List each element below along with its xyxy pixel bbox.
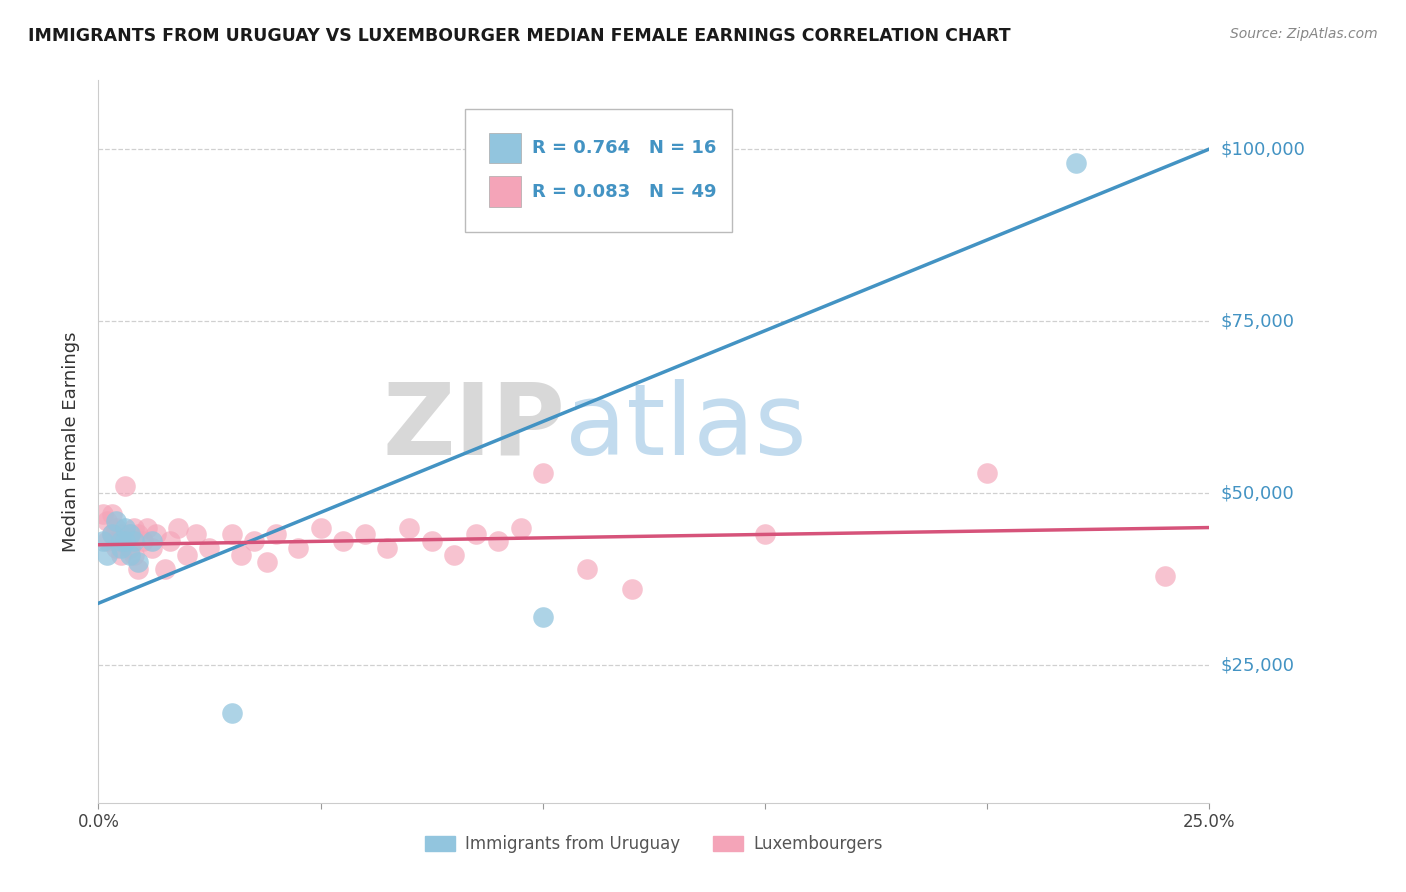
Text: $50,000: $50,000 <box>1220 484 1294 502</box>
Point <box>110 527 132 541</box>
Point <box>486 534 509 549</box>
Text: R = 0.764   N = 16: R = 0.764 N = 16 <box>531 139 716 157</box>
Point <box>531 466 554 480</box>
Point <box>1064 156 1087 170</box>
Point <box>141 534 163 549</box>
Point <box>96 548 118 562</box>
Text: $100,000: $100,000 <box>1220 140 1305 158</box>
Point <box>264 527 287 541</box>
Text: $75,000: $75,000 <box>1220 312 1295 330</box>
Point <box>118 548 141 562</box>
Point <box>118 527 141 541</box>
Point <box>1153 568 1175 582</box>
Text: Source: ZipAtlas.com: Source: ZipAtlas.com <box>1230 27 1378 41</box>
Point <box>132 534 155 549</box>
Text: ZIP: ZIP <box>382 378 565 475</box>
Point <box>398 520 420 534</box>
Point <box>221 706 243 721</box>
Point <box>243 534 266 549</box>
Point <box>114 534 136 549</box>
Point <box>105 514 128 528</box>
Point <box>118 527 141 541</box>
Point <box>229 548 252 562</box>
Point <box>754 527 776 541</box>
Point <box>105 520 128 534</box>
Point <box>576 562 599 576</box>
Point <box>332 534 354 549</box>
Point <box>186 527 208 541</box>
Bar <box>489 133 520 163</box>
Point <box>167 520 190 534</box>
Point <box>127 527 149 541</box>
Point <box>443 548 465 562</box>
Point <box>531 610 554 624</box>
Point <box>221 527 243 541</box>
Point <box>100 507 122 521</box>
Point <box>122 534 145 549</box>
Point <box>110 534 132 549</box>
Point <box>114 534 136 549</box>
Point <box>96 534 118 549</box>
Text: $25,000: $25,000 <box>1220 657 1295 674</box>
Y-axis label: Median Female Earnings: Median Female Earnings <box>62 331 80 552</box>
Point <box>96 514 118 528</box>
Point <box>105 541 128 556</box>
Point <box>127 562 149 576</box>
Point <box>976 466 998 480</box>
Point <box>91 534 114 549</box>
Point <box>509 520 531 534</box>
Point <box>159 534 181 549</box>
Point <box>354 527 377 541</box>
Point <box>145 527 167 541</box>
Point <box>620 582 643 597</box>
Bar <box>489 177 520 207</box>
Point <box>465 527 488 541</box>
Text: R = 0.083   N = 49: R = 0.083 N = 49 <box>531 183 716 201</box>
Point <box>91 507 114 521</box>
Point <box>256 555 278 569</box>
Point <box>141 541 163 556</box>
Point <box>100 527 122 541</box>
Point <box>375 541 398 556</box>
Point <box>114 479 136 493</box>
Point <box>136 520 159 534</box>
Legend: Immigrants from Uruguay, Luxembourgers: Immigrants from Uruguay, Luxembourgers <box>418 828 890 860</box>
Point <box>309 520 332 534</box>
Point <box>114 520 136 534</box>
Point <box>176 548 198 562</box>
Point <box>153 562 176 576</box>
Point <box>420 534 443 549</box>
Point <box>287 541 309 556</box>
FancyBboxPatch shape <box>465 109 731 232</box>
Point <box>122 520 145 534</box>
Text: IMMIGRANTS FROM URUGUAY VS LUXEMBOURGER MEDIAN FEMALE EARNINGS CORRELATION CHART: IMMIGRANTS FROM URUGUAY VS LUXEMBOURGER … <box>28 27 1011 45</box>
Point <box>110 548 132 562</box>
Point <box>118 541 141 556</box>
Point <box>122 548 145 562</box>
Point <box>198 541 221 556</box>
Text: atlas: atlas <box>565 378 807 475</box>
Point <box>110 541 132 556</box>
Point <box>100 527 122 541</box>
Point <box>127 555 149 569</box>
